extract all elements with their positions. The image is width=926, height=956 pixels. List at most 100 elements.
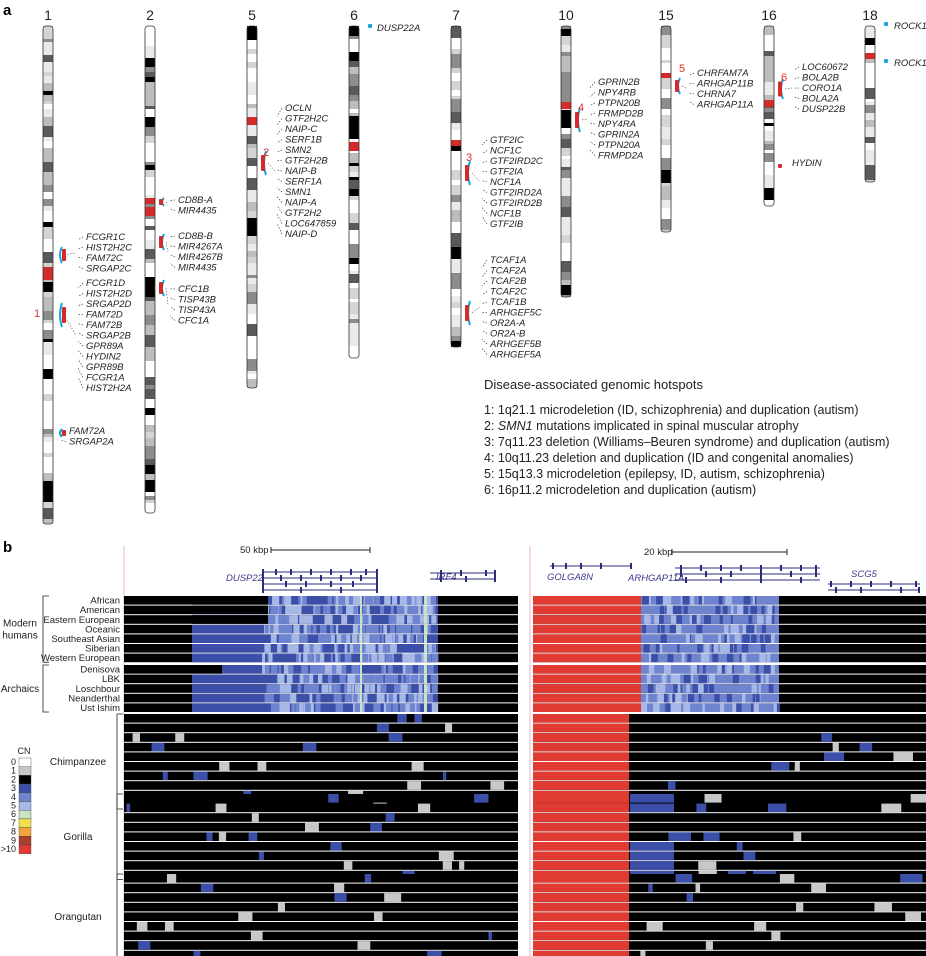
cn-legend-label: >10 [1,844,16,854]
gene-label: FAM72C [86,253,123,264]
gene-label: NAIP-D [285,229,317,240]
gene-label: SERF1A [285,177,322,188]
gene-label-group: HYDIN [778,158,822,169]
chromosome-ideogram [450,25,462,348]
hotspot-number: 2 [263,147,269,159]
gene-label: TCAF2A [490,266,526,277]
gene-label: FAM72D [86,310,123,321]
heatmap-row-label: Loschbour [76,684,120,695]
hotspot-number: 3 [466,152,472,164]
gene-label: GPR89B [86,362,124,373]
gene-labels: FCGR1CHIST2H2CFAM72CSRGAP2CFCGR1DHIST2H2… [34,21,926,448]
gene-label: TCAF2C [490,287,527,298]
heatmap-row [124,803,926,813]
heatmap-row [124,752,926,761]
gene-model [262,587,378,593]
gene-label: FCGR1C [86,232,125,243]
heatmap-row [124,742,926,752]
heatmap-row-label: Southeast Asian [51,634,120,645]
track-label: SCG5 [851,569,878,580]
chromosome-ideogram [246,25,258,389]
cn-legend-label: 1 [11,766,16,776]
gene-label: DUSP22B [802,104,846,115]
cn-legend-label: 7 [11,818,16,828]
gene-label: HYDIN2 [86,352,122,363]
gene-model [262,581,378,587]
gene-label: NPY4RA [598,119,636,130]
gene-model [675,577,820,583]
chromosome-ideogram [763,25,775,207]
gene-label-group: OCLNGTF2H2CNAIP-CSERF1BSMN2GTF2H2BNAIP-B… [261,103,337,240]
gene-model [675,565,820,571]
heatmap-row [124,665,926,674]
gene-label: CHRFAM7A [697,68,749,79]
heatmap-row [124,813,926,822]
gene-label: FCGR1D [86,278,125,289]
gene-label: CHRNA7 [697,89,737,100]
gene-label: GTF2IB [490,219,524,230]
left-scale-bar: 50 kbp [240,545,371,556]
gene-label: ARHGAP11B [696,79,754,90]
heatmap-row [124,781,926,790]
heatmap-row [124,861,926,870]
chromosome-number: 2 [146,7,154,23]
track-label: IRF4 [436,572,457,583]
gene-label: GTF2H2 [285,208,322,219]
gene-label: SRGAP2D [86,299,132,310]
gene-label: SRGAP2C [86,264,132,275]
gene-label: FRMPD2A [598,151,643,162]
cn-legend-swatch [18,775,32,785]
gene-label: MIR4267B [178,252,224,263]
group-label: Orangutan [54,912,101,923]
cn-legend-swatch [18,766,32,776]
heatmap-row [124,832,926,841]
gene-label: GPRIN2A [598,130,640,141]
group-label: Modern [3,619,37,630]
heatmap-row [124,883,926,893]
cn-legend-swatch [18,792,32,802]
gene-label: CD8B-A [178,195,213,206]
heatmap-row [124,596,926,605]
heatmap-row [124,723,926,733]
heatmap-row [124,893,926,902]
hotspot-legend: Disease-associated genomic hotspots 1: 1… [484,377,890,497]
cn-legend-swatch [18,844,32,854]
gene-model [828,581,920,587]
gene-label: OR2A-B [490,329,526,340]
gene-label: PTPN20A [598,140,640,151]
heatmap-row [124,714,926,723]
hotspot-legend-item: 5: 15q13.3 microdeletion (epilepsy, ID, … [484,467,825,481]
gene-label: SRGAP2B [86,331,132,342]
gene-label: FCGR1A [86,373,125,384]
heatmap-row-label: Denisova [80,665,120,676]
gene-label: NCF1A [490,177,521,188]
heatmap-row [124,771,926,781]
gene-label: LOC60672 [802,62,849,73]
gene-label: SERF1B [285,135,323,146]
heatmap-row [124,615,926,624]
gene-model [262,569,378,575]
right-scale-bar: 20 kbp [644,547,788,558]
gene-label: LOC647859 [285,219,337,230]
chromosome-number: 6 [350,7,358,23]
heatmap-row-label: Western European [41,653,120,664]
gene-label: TCAF2B [490,276,527,287]
heatmap-row [124,822,926,832]
gene-label: ROCK1B [894,21,926,32]
gene-tracks [262,563,920,593]
group-label: Chimpanzee [50,757,107,768]
gene-label: CFC1A [178,316,209,327]
gene-label: ARHGEF5C [489,308,542,319]
chromosome-ideogram [560,25,572,298]
heatmap-row-label: LBK [102,674,121,685]
chromosome-ideogram [42,25,54,525]
gene-model [262,575,378,581]
gene-label: TCAF1A [490,255,526,266]
chromosome-ideogram [144,25,156,514]
gene-label-group: GTF2ICNCF1CGTF2IRD2CGTF2IANCF1AGTF2IRD2A… [465,135,543,230]
gene-label: SMN1 [285,187,311,198]
hotspot-number: 4 [578,102,584,114]
